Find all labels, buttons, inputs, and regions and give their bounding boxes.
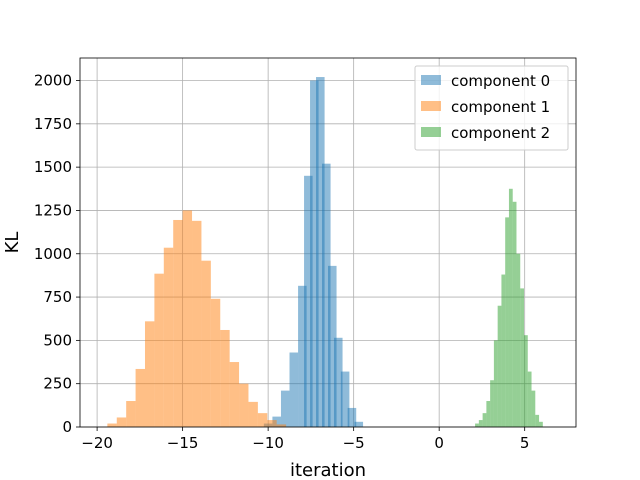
- legend-label: component 1: [451, 98, 550, 116]
- bar-component-1: [135, 368, 145, 427]
- bar-component-2: [478, 420, 483, 427]
- bar-component-2: [527, 371, 532, 427]
- bar-component-2: [535, 414, 540, 427]
- bar-component-1: [116, 417, 127, 427]
- bar-component-1: [229, 362, 240, 427]
- y-axis-label: KL: [2, 232, 23, 254]
- bar-component-1: [239, 383, 249, 427]
- bar-component-2: [508, 188, 513, 427]
- axis-ticks: −20 −15 −10 −5 0 5 0 250 500 750 1000 1250 1500 1750 2…: [34, 72, 530, 452]
- bar-component-0: [333, 337, 343, 427]
- bar-component-2: [512, 201, 517, 427]
- x-tick-label: 5: [520, 434, 530, 452]
- bar-component-2: [505, 217, 509, 427]
- bar-component-1: [267, 420, 277, 427]
- bar-component-0: [304, 175, 313, 427]
- bar-component-2: [497, 305, 502, 427]
- bar-component-1: [276, 424, 287, 427]
- bar-component-0: [322, 163, 331, 427]
- legend-swatch: [421, 127, 441, 137]
- bar-component-0: [347, 407, 357, 427]
- bar-component-2: [486, 401, 491, 427]
- bar-component-1: [201, 260, 211, 427]
- x-tick-label: −15: [167, 434, 199, 452]
- bar-component-0: [310, 80, 319, 428]
- y-tick-label: 1500: [34, 158, 72, 176]
- bar-component-0: [354, 421, 364, 427]
- bar-component-1: [126, 401, 136, 427]
- y-tick-label: 750: [43, 288, 72, 306]
- bar-component-1: [192, 220, 202, 427]
- legend-swatch: [421, 101, 441, 111]
- bar-component-1: [257, 413, 268, 427]
- bar-component-1: [107, 423, 117, 427]
- legend-swatch: [421, 75, 441, 85]
- x-axis-label: iteration: [290, 460, 366, 480]
- bar-component-1: [144, 321, 155, 427]
- bar-component-2: [493, 340, 498, 427]
- histogram-bars: [107, 77, 543, 428]
- bar-component-0: [328, 265, 337, 427]
- x-tick-label: −10: [252, 434, 284, 452]
- y-tick-label: 250: [43, 375, 72, 393]
- y-tick-label: 2000: [34, 72, 72, 90]
- x-tick-label: −20: [81, 434, 113, 452]
- bar-component-0: [316, 77, 325, 427]
- bar-component-0: [298, 285, 307, 427]
- plot-frame: [79, 57, 577, 428]
- bar-component-1: [210, 298, 221, 427]
- legend-label: component 2: [451, 124, 550, 142]
- bar-component-1: [248, 401, 258, 427]
- legend: component 0 component 1 component 2: [414, 65, 569, 151]
- bar-component-2: [524, 335, 528, 427]
- y-tick-label: 1250: [34, 201, 72, 219]
- bar-component-1: [182, 210, 193, 427]
- x-tick-label: 0: [434, 434, 444, 452]
- bar-component-1: [220, 329, 230, 427]
- y-tick-label: 1750: [34, 115, 72, 133]
- bar-component-2: [501, 274, 506, 427]
- bar-component-2: [475, 423, 479, 427]
- y-tick-label: 0: [62, 418, 72, 436]
- bar-component-2: [516, 253, 521, 427]
- bar-component-2: [482, 413, 487, 427]
- legend-box: [414, 65, 569, 151]
- bar-component-2: [539, 421, 543, 427]
- bar-component-1: [163, 247, 174, 427]
- bar-component-0: [340, 371, 350, 427]
- bar-component-2: [531, 390, 536, 427]
- legend-label: component 0: [451, 72, 550, 90]
- bar-component-2: [520, 288, 525, 427]
- bar-component-0: [280, 390, 290, 427]
- bar-component-1: [154, 273, 164, 427]
- y-tick-label: 500: [43, 331, 72, 349]
- bar-component-1: [173, 219, 183, 427]
- x-tick-label: −5: [343, 434, 365, 452]
- y-tick-label: 1000: [34, 245, 72, 263]
- bar-component-2: [490, 380, 494, 427]
- bar-component-0: [289, 352, 299, 427]
